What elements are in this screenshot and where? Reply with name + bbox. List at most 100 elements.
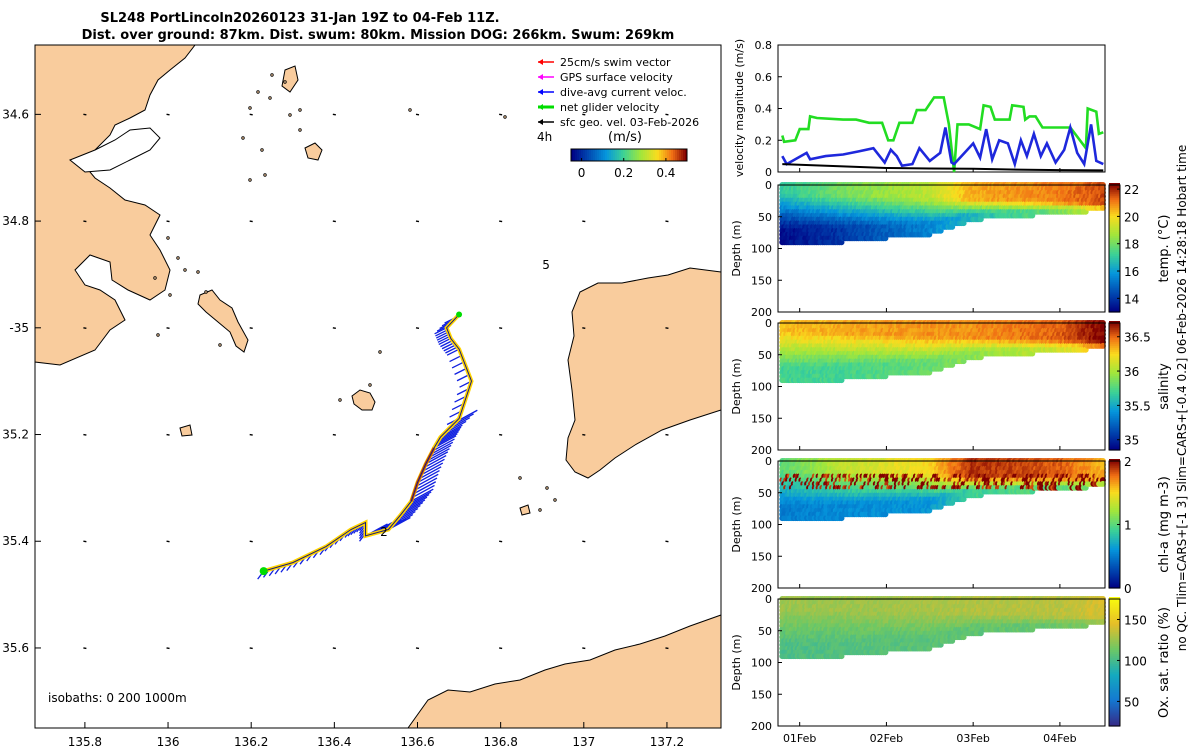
islet — [378, 350, 382, 354]
profile-y-tick-label: 50 — [758, 211, 772, 224]
islet — [368, 383, 372, 387]
islet — [166, 236, 170, 240]
current-vector — [441, 342, 455, 350]
sfc-geo-vector — [249, 327, 253, 329]
profile-ylabel: Depth (m) — [730, 358, 743, 414]
colorbar-cell — [595, 149, 598, 161]
colorbar-cell — [633, 149, 636, 161]
legend-arrowhead — [538, 89, 543, 95]
sfc-geo-vector — [582, 433, 586, 436]
current-vector — [437, 335, 451, 343]
profile-ylabel: Depth (m) — [730, 220, 743, 276]
islet — [298, 108, 302, 112]
sfc-geo-vector — [166, 647, 170, 650]
current-vector — [410, 488, 434, 502]
colorbar-cell — [617, 149, 620, 161]
colorbar-cell — [579, 149, 582, 161]
sfc-geo-vector — [332, 327, 336, 329]
profile-colorbar-tick-label: 20 — [1124, 210, 1139, 224]
sfc-geo-vector — [499, 647, 503, 650]
sfc-geo-vector — [665, 113, 669, 116]
sfc-geo-vector — [166, 540, 170, 543]
current-vector — [436, 333, 450, 341]
sfc-geo-vector — [665, 540, 669, 543]
figure-title-line1: SL248 PortLincoln20260123 31-Jan 19Z to … — [100, 11, 499, 26]
track-day-annotation: 2 — [380, 525, 388, 539]
fleurieu-peninsula-land — [407, 614, 722, 729]
boston-island-area — [197, 289, 249, 353]
velocity-series-line — [782, 163, 1104, 172]
colorbar-cell — [657, 149, 660, 161]
islet — [283, 80, 287, 84]
colorbar-cell — [573, 149, 576, 161]
current-vector — [435, 331, 449, 339]
sfc-geo-vector — [83, 647, 87, 650]
current-vector — [446, 348, 460, 356]
velocity-y-tick-label: 0.8 — [755, 39, 773, 52]
colorbar-cell — [659, 149, 662, 161]
legend-label: net glider velocity — [560, 101, 660, 114]
colorbar-cell — [603, 149, 606, 161]
current-vector — [415, 473, 439, 487]
islet — [248, 178, 252, 182]
islet — [153, 276, 157, 280]
sfc-geo-vector — [665, 327, 669, 329]
track-start-marker — [259, 567, 268, 576]
colorbar-cell — [663, 149, 666, 161]
colorbar-cell — [651, 149, 654, 161]
current-vector — [430, 441, 454, 455]
map-islets — [153, 73, 557, 512]
colorbar-cell — [583, 149, 586, 161]
colorbar-cell — [625, 149, 628, 161]
sfc-geo-vector — [415, 540, 420, 543]
sfc-geo-vector — [83, 540, 87, 543]
colorbar-cell — [619, 149, 622, 161]
islet — [241, 136, 245, 140]
sfc-geo-vector — [415, 433, 420, 436]
current-vector — [413, 481, 437, 495]
sfc-geo-vector — [499, 327, 503, 329]
colorbar-cell — [631, 149, 634, 161]
sfc-geo-vector — [83, 113, 87, 116]
colorbar-unit-label: (m/s) — [608, 130, 642, 145]
colorbar-frame — [570, 148, 688, 162]
colorbar-cell — [647, 149, 650, 161]
colorbar-cell — [615, 149, 618, 161]
profile-y-tick-label: 0 — [765, 317, 772, 330]
current-vector — [437, 428, 461, 443]
colorbar-cell — [681, 149, 684, 161]
colorbar-cell — [621, 149, 624, 161]
map-x-ticks: 135.8 136 136.2 136.4 136.6 136.8 137 137.2 — [68, 722, 684, 749]
map-y-tick-label: 35.2 — [2, 428, 29, 442]
current-vector — [445, 346, 458, 354]
colorbar-cell — [641, 149, 644, 161]
sfc-geo-vector — [665, 220, 669, 223]
islet — [338, 398, 342, 402]
current-vector — [449, 354, 462, 363]
colorbar-cell — [673, 149, 676, 161]
profile-y-tick-label: 50 — [758, 349, 772, 362]
colorbar-cell — [589, 149, 592, 161]
profile-colorbar-tick-label: 36 — [1124, 365, 1139, 379]
colorbar-cell — [679, 149, 682, 161]
current-vector — [440, 340, 453, 348]
sfc-geo-vector — [499, 220, 503, 223]
current-vector — [435, 329, 448, 337]
map-land — [34, 44, 722, 729]
sfc-geo-vector — [665, 647, 669, 650]
track-day-annotation: 5 — [542, 258, 550, 272]
sfc-geo-vector — [582, 647, 586, 650]
colorbar-cell — [581, 149, 584, 161]
current-vector — [454, 367, 467, 375]
map-x-tick-label: 137.2 — [650, 735, 684, 749]
figure-title-line2: Dist. over ground: 87km. Dist. swum: 80k… — [82, 28, 675, 43]
colorbar-cell — [675, 149, 678, 161]
sfc-geo-vector — [166, 113, 170, 116]
islet — [538, 508, 542, 512]
current-vector — [435, 433, 458, 447]
small-island-1 — [351, 389, 376, 411]
legend-arrowhead — [538, 74, 543, 80]
current-vector — [425, 451, 449, 465]
